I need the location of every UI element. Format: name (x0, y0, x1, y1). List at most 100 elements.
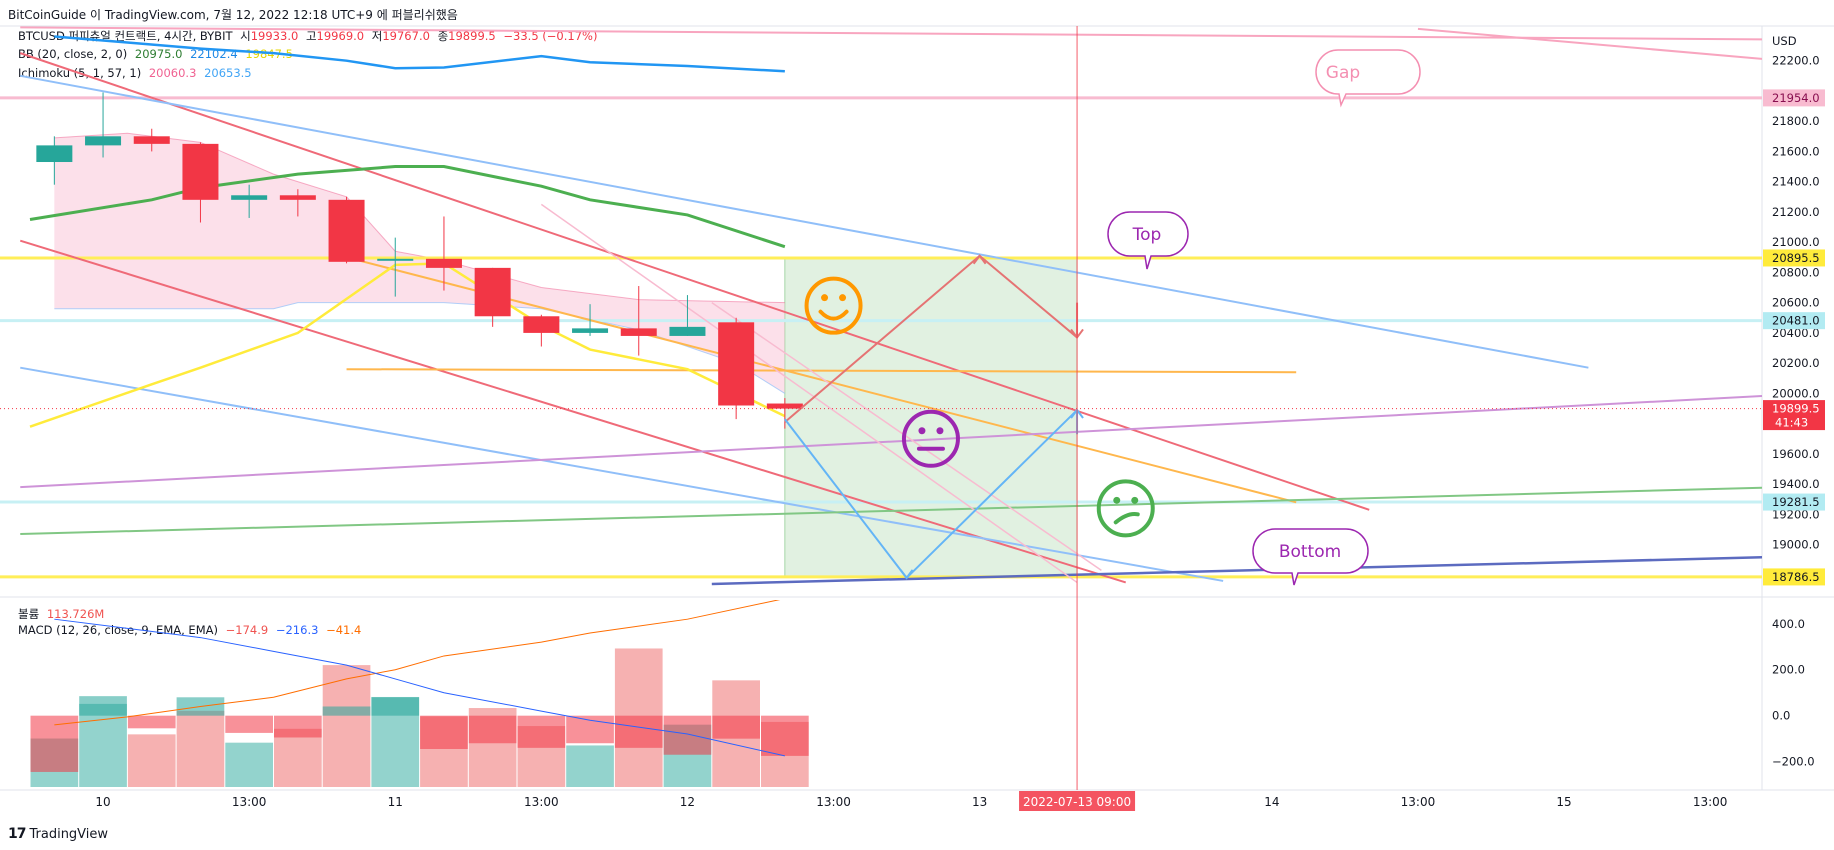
macd-histogram-bar[interactable] (663, 715, 712, 755)
face-eye (1131, 496, 1139, 504)
macd-histogram-bar[interactable] (468, 715, 517, 744)
legend-open-label: 시 (240, 29, 251, 43)
trendline[interactable] (20, 74, 1589, 369)
price-tag[interactable] (1763, 568, 1825, 586)
bb-basis-line (29, 165, 786, 249)
price-tag[interactable] (1763, 312, 1825, 330)
price-tick-label: 19600.0 (1772, 447, 1820, 461)
price-tag[interactable] (1763, 249, 1825, 267)
chart-header: BitCoinGuide 이 TradingView.com, 7월 12, 2… (8, 8, 458, 22)
sad-face-icon (1096, 479, 1155, 538)
candle[interactable] (133, 136, 170, 144)
candle[interactable] (523, 316, 560, 333)
legend-volume-row: 볼륨 113.726M (18, 606, 108, 622)
price-pane[interactable] (0, 26, 1783, 586)
trendline[interactable] (20, 26, 1783, 41)
macd-histogram-bar[interactable] (79, 696, 127, 716)
macd-histogram-bar[interactable] (371, 697, 420, 716)
candle[interactable] (572, 328, 609, 333)
candle[interactable] (328, 199, 365, 262)
legend-low-label: 저 (371, 29, 383, 43)
macd-histogram-bar[interactable] (225, 715, 273, 733)
gap-callout[interactable]: Gap (1315, 49, 1421, 108)
macd-histogram-bar[interactable] (761, 715, 809, 756)
tradingview-logo-icon[interactable]: 17 (8, 826, 27, 842)
face-eye (821, 294, 829, 302)
time-tick-label: 14 (1264, 795, 1279, 809)
volume-bar[interactable] (79, 703, 127, 787)
trendline[interactable] (711, 302, 1102, 571)
trendline[interactable] (20, 395, 1783, 489)
trendline[interactable] (19, 239, 1127, 584)
legend-volume-label[interactable]: 볼륨 (18, 607, 40, 621)
crosshair-time-tag[interactable] (1019, 791, 1136, 811)
price-tag[interactable] (1763, 89, 1825, 107)
legend-high-label: 고 (305, 29, 317, 43)
footer-brand[interactable]: TradingView (29, 826, 109, 842)
face-eye (839, 294, 847, 302)
price-tick-label: 20000.0 (1772, 386, 1820, 400)
candle[interactable] (669, 326, 706, 336)
macd-histogram-bar[interactable] (517, 715, 566, 748)
legend-symbol[interactable]: BTCUSD 퍼피츄얼 컨트랙트, 4시간, BYBIT (18, 29, 233, 43)
candle[interactable] (85, 136, 122, 146)
macd-tick-label: 400.0 (1772, 617, 1805, 631)
macd-histogram-bar[interactable] (712, 715, 760, 739)
trendline[interactable] (20, 366, 1224, 582)
time-tick-label: 12 (680, 795, 695, 809)
bottom-callout[interactable]: Bottom (1252, 528, 1369, 586)
price-tag[interactable] (1763, 493, 1825, 511)
candle[interactable] (474, 267, 511, 317)
legend-low: 19767.0 (382, 29, 430, 43)
price-tag-label: 19899.5 (1772, 402, 1820, 416)
legend-bb-basis: 20975.0 (134, 47, 183, 61)
macd-line (54, 618, 785, 757)
candle[interactable] (425, 258, 462, 268)
candle[interactable] (718, 322, 755, 406)
macd-histogram-bar[interactable] (322, 706, 371, 716)
candle[interactable] (620, 328, 657, 336)
macd-histogram-bar[interactable] (30, 715, 79, 772)
top-callout[interactable]: Top (1107, 211, 1189, 270)
macd-histogram-bar[interactable] (614, 715, 663, 748)
trendline[interactable] (540, 203, 1078, 584)
candle[interactable] (766, 403, 803, 409)
macd-pane[interactable] (30, 599, 809, 787)
trendline[interactable] (1417, 27, 1783, 61)
volume-bar[interactable] (127, 734, 176, 787)
trendline[interactable] (711, 556, 1783, 586)
price-tick-label: 19200.0 (1772, 507, 1820, 521)
legend-bb-label[interactable]: BB (20, close, 2, 0) (18, 47, 128, 61)
trendline[interactable] (19, 52, 1370, 511)
macd-histogram-bar[interactable] (127, 715, 176, 729)
candle[interactable] (279, 195, 316, 200)
candle[interactable] (36, 145, 73, 163)
face-outline (901, 409, 960, 468)
face-outline (804, 276, 863, 335)
trendline[interactable] (346, 368, 1297, 374)
volume-bar[interactable] (274, 728, 322, 787)
candle[interactable] (231, 195, 268, 200)
top-label: Top (1132, 225, 1162, 245)
volume-bar[interactable] (322, 665, 371, 787)
volume-bar[interactable] (176, 710, 225, 787)
projection-box[interactable] (784, 256, 1078, 578)
trendline[interactable] (20, 486, 1783, 536)
candle[interactable] (182, 143, 219, 200)
time-tick-label: 11 (388, 795, 403, 809)
price-tag-countdown: 41:43 (1775, 416, 1808, 430)
macd-histogram-bar[interactable] (274, 715, 322, 738)
arrowhead-down-icon (899, 569, 914, 580)
candle[interactable] (377, 258, 414, 261)
volume-bar[interactable] (225, 742, 273, 787)
price-tick-label: 19400.0 (1772, 477, 1820, 491)
price-tag[interactable] (1763, 400, 1825, 431)
face-mouth (818, 309, 849, 321)
time-tick-label: 13:00 (1401, 795, 1436, 809)
volume-bar[interactable] (566, 745, 614, 787)
macd-histogram-bar[interactable] (420, 715, 468, 749)
price-tag-label: 18786.5 (1772, 570, 1820, 584)
bb-upper-line (54, 35, 785, 73)
price-tag-label: 19281.5 (1772, 495, 1820, 509)
